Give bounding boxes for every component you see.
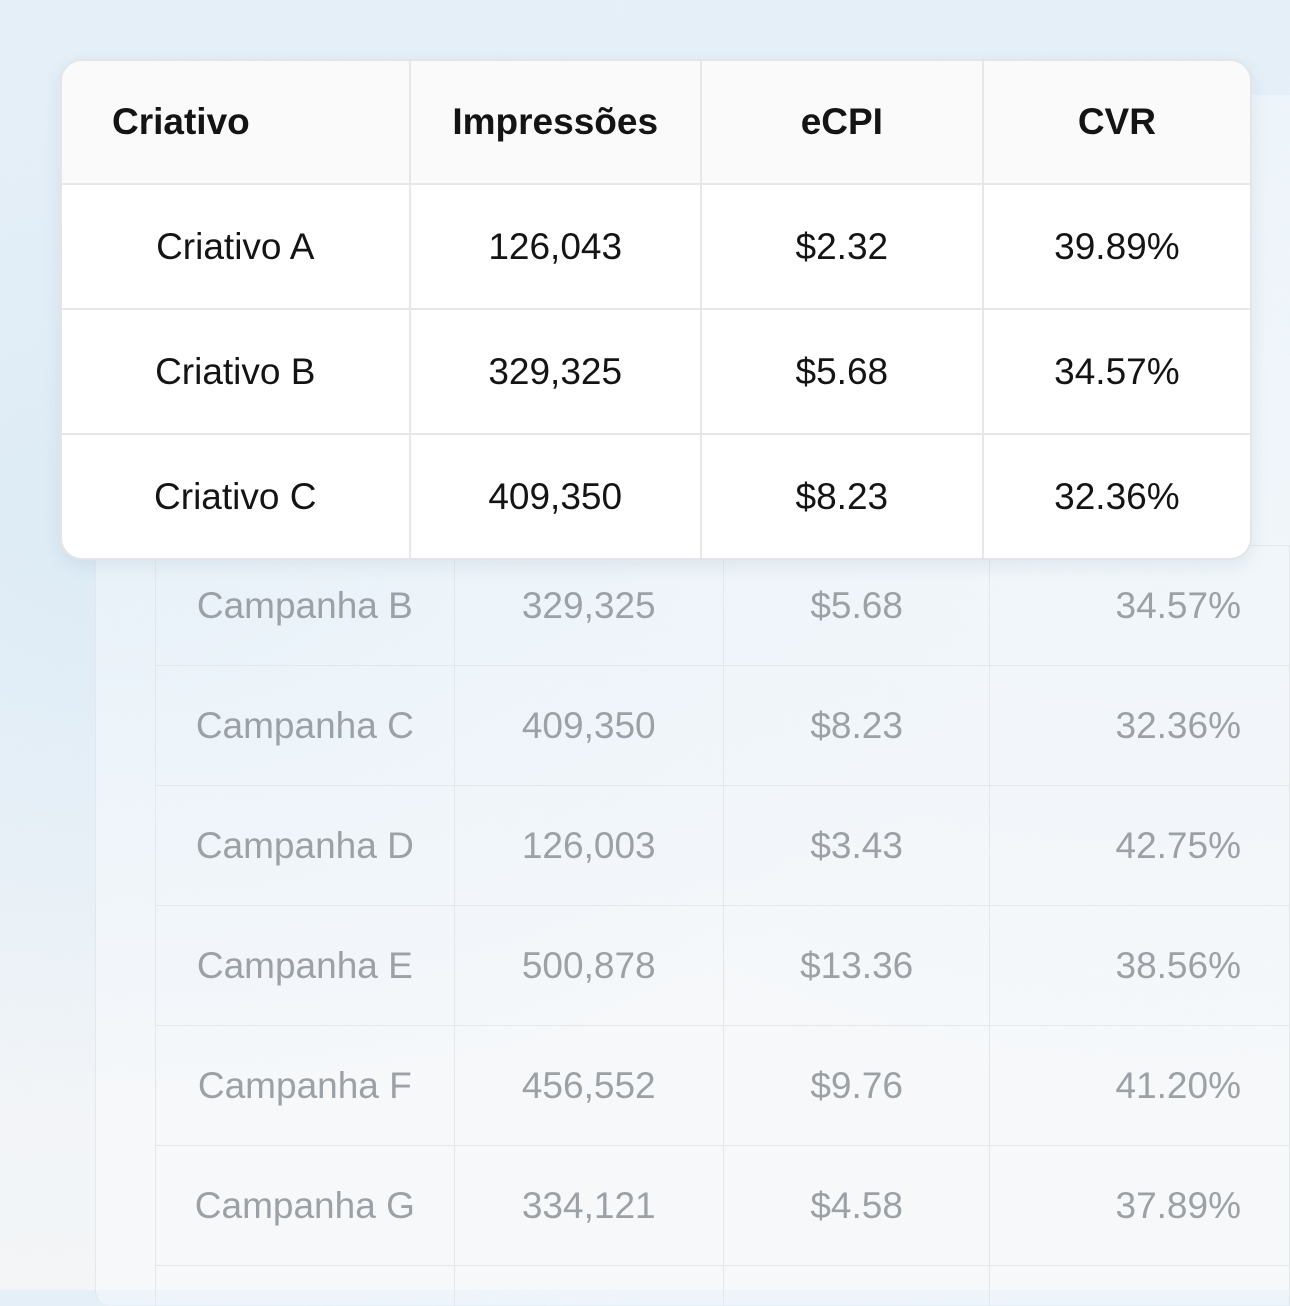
campaign-name: Campanha F [156,1026,455,1146]
creative-name: Criativo B [62,309,410,434]
cvr-cell: 39.89% [983,184,1250,309]
creative-table-card: Criativo Impressões eCPI CVR Criativo A … [60,59,1252,560]
impressions-cell: 329,325 [410,309,701,434]
campaign-name: Campanha C [156,666,455,786]
header-impressoes[interactable]: Impressões [410,61,701,184]
cvr-cell: 32.36% [983,434,1250,558]
ecpi-cell: $5.68 [701,309,983,434]
ecpi-cell: $13.36 [723,906,990,1026]
table-row[interactable]: Campanha D 126,003 $3.43 42.75% [156,786,1290,906]
header-criativo[interactable]: Criativo [62,61,410,184]
impressions-cell: 334,121 [454,1146,723,1266]
table-row[interactable]: Campanha F 456,552 $9.76 41.20% [156,1026,1290,1146]
campaign-name: Campanha G [156,1146,455,1266]
table-row[interactable]: Campanha G 334,121 $4.58 37.89% [156,1146,1290,1266]
table-row[interactable]: Campanha E 500,878 $13.36 38.56% [156,906,1290,1026]
cvr-cell: 41.20% [990,1026,1290,1146]
cvr-cell: 37.89% [990,1146,1290,1266]
ecpi-cell: $2.32 [701,184,983,309]
cvr-cell: 42.75% [990,786,1290,906]
table-header-row: Criativo Impressões eCPI CVR [62,61,1250,184]
creative-table: Criativo Impressões eCPI CVR Criativo A … [62,61,1250,558]
cvr-cell: 34.57% [990,546,1290,666]
campaign-name: Campanha D [156,786,455,906]
ecpi-cell: $9.76 [723,1026,990,1146]
table-row[interactable]: Criativo C 409,350 $8.23 32.36% [62,434,1250,558]
impressions-cell: 500,878 [454,906,723,1026]
impressions-cell: 409,350 [454,666,723,786]
ecpi-cell: $8.23 [723,666,990,786]
cvr-cell: 34.57% [983,309,1250,434]
impressions-cell: 126,043 [410,184,701,309]
impressions-cell: 329,325 [454,546,723,666]
cvr-cell: 32.36% [990,666,1290,786]
cvr-cell: 38.56% [990,906,1290,1026]
header-ecpi[interactable]: eCPI [701,61,983,184]
impressions-cell: 126,003 [454,786,723,906]
creative-name: Criativo C [62,434,410,558]
table-row[interactable]: Criativo B 329,325 $5.68 34.57% [62,309,1250,434]
header-cvr[interactable]: CVR [983,61,1250,184]
impressions-cell: 409,350 [410,434,701,558]
campaign-name: Campanha B [156,546,455,666]
creative-name: Criativo A [62,184,410,309]
campaign-name: Campanha E [156,906,455,1026]
ecpi-cell: $8.23 [701,434,983,558]
ecpi-cell: $4.58 [723,1146,990,1266]
table-row[interactable]: Campanha C 409,350 $8.23 32.36% [156,666,1290,786]
campaign-table: Campanha B 329,325 $5.68 34.57% Campanha… [155,545,1290,1306]
table-row-partial [156,1266,1290,1306]
table-row[interactable]: Campanha B 329,325 $5.68 34.57% [156,546,1290,666]
ecpi-cell: $3.43 [723,786,990,906]
table-row[interactable]: Criativo A 126,043 $2.32 39.89% [62,184,1250,309]
impressions-cell: 456,552 [454,1026,723,1146]
ecpi-cell: $5.68 [723,546,990,666]
